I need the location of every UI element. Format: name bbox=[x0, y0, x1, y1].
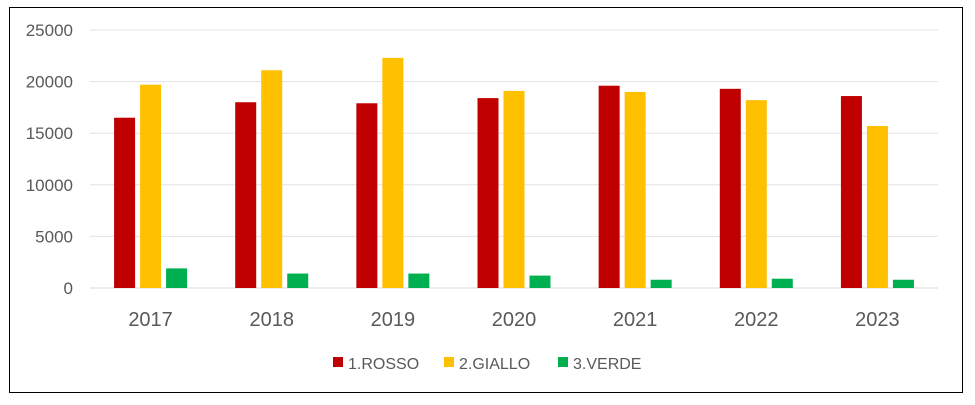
y-tick-label: 20000 bbox=[26, 73, 73, 92]
legend-swatch bbox=[444, 357, 454, 367]
x-tick-label: 2021 bbox=[613, 309, 658, 331]
legend-swatch bbox=[558, 357, 568, 367]
bar bbox=[650, 279, 672, 288]
bar bbox=[745, 100, 767, 289]
legend-label: 2.GIALLO bbox=[459, 356, 530, 373]
y-tick-label: 15000 bbox=[26, 124, 73, 143]
legend-label: 3.VERDE bbox=[573, 356, 641, 373]
bar bbox=[408, 273, 430, 288]
y-axis: 0 5000 10000 15000 20000 25000 bbox=[26, 21, 73, 298]
bar bbox=[114, 117, 136, 288]
y-tick-label: 10000 bbox=[26, 176, 73, 195]
bar bbox=[503, 90, 525, 288]
x-tick-label: 2020 bbox=[492, 309, 537, 331]
bar bbox=[866, 125, 888, 288]
y-tick-label: 25000 bbox=[26, 21, 73, 40]
x-axis: 2017 2018 2019 2020 2021 2022 2023 bbox=[128, 309, 899, 331]
x-tick-label: 2023 bbox=[855, 309, 900, 331]
bars bbox=[114, 57, 914, 289]
bar bbox=[529, 275, 551, 288]
bar bbox=[382, 57, 404, 288]
legend: 1.ROSSO 2.GIALLO 3.VERDE bbox=[333, 356, 641, 373]
bar bbox=[287, 273, 309, 288]
bar bbox=[892, 279, 914, 288]
y-tick-label: 0 bbox=[64, 279, 73, 298]
bar bbox=[140, 84, 162, 288]
y-tick-label: 5000 bbox=[35, 227, 73, 246]
x-tick-label: 2017 bbox=[128, 309, 173, 331]
legend-swatch bbox=[333, 357, 343, 367]
x-tick-label: 2019 bbox=[371, 309, 416, 331]
bar bbox=[356, 103, 378, 288]
bar bbox=[477, 98, 499, 288]
x-tick-label: 2018 bbox=[249, 309, 294, 331]
x-tick-label: 2022 bbox=[734, 309, 779, 331]
bar bbox=[719, 88, 741, 288]
bar bbox=[235, 102, 257, 289]
gridlines bbox=[90, 29, 938, 289]
bar bbox=[261, 70, 283, 288]
bar bbox=[771, 278, 793, 288]
legend-label: 1.ROSSO bbox=[348, 356, 419, 373]
bar bbox=[598, 85, 620, 288]
bar bbox=[840, 96, 862, 288]
bar bbox=[624, 91, 646, 288]
bar bbox=[166, 268, 188, 288]
